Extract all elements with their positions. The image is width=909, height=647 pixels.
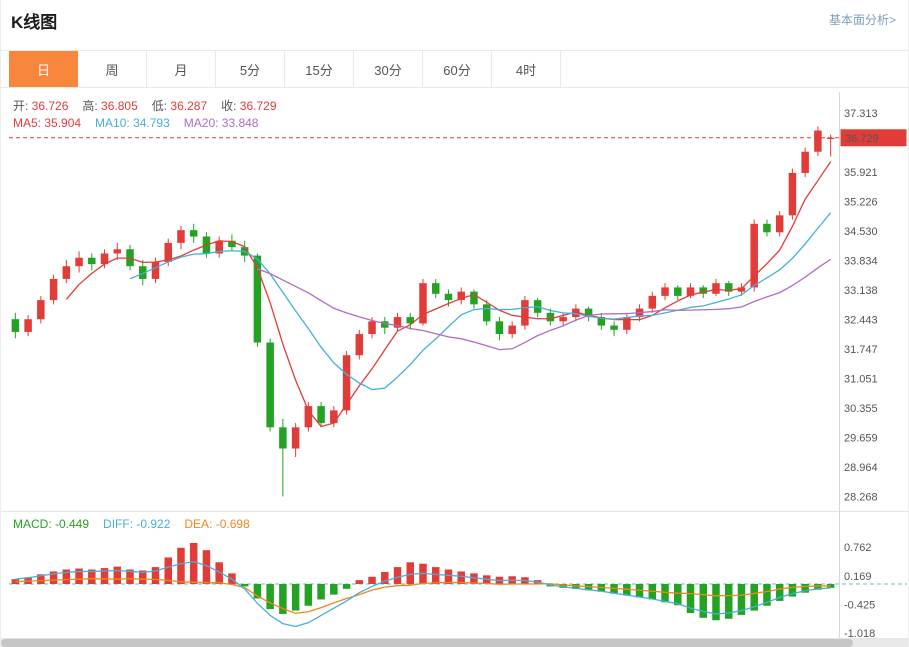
svg-text:36.729: 36.729: [845, 133, 879, 145]
svg-text:0.169: 0.169: [844, 571, 872, 583]
macd-histogram: [11, 542, 835, 621]
tab-month[interactable]: 月: [147, 51, 216, 87]
ma-lines: [65, 161, 832, 428]
tab-4h[interactable]: 4时: [492, 51, 561, 87]
svg-text:29.659: 29.659: [844, 433, 878, 445]
tab-30m[interactable]: 30分: [354, 51, 423, 87]
ma-ma10: MA10: 34.793: [95, 116, 170, 130]
fundamental-analysis-link[interactable]: 基本面分析>: [828, 13, 896, 27]
page-title: K线图: [11, 13, 58, 32]
svg-text:37.313: 37.313: [844, 108, 878, 120]
svg-text:32.443: 32.443: [844, 315, 878, 327]
ohlc-low: 低: 36.287: [151, 99, 208, 113]
macd-lines: [15, 561, 831, 628]
svg-text:33.834: 33.834: [844, 256, 878, 268]
tab-60m[interactable]: 60分: [423, 51, 492, 87]
macd-dea: DEA: -0.698: [184, 517, 250, 531]
chart-scrollbar[interactable]: [1, 639, 908, 647]
ohlc-open: 开: 36.726: [13, 99, 69, 113]
tab-15m[interactable]: 15分: [285, 51, 354, 87]
svg-text:35.226: 35.226: [844, 197, 878, 209]
macd-diff: DIFF: -0.922: [103, 517, 171, 531]
macd-legend: MACD: -0.449 DIFF: -0.922 DEA: -0.698: [13, 517, 264, 531]
chart-frame: [1, 92, 908, 639]
svg-text:30.355: 30.355: [844, 403, 878, 415]
last-price-tag: 36.729: [840, 129, 907, 147]
ohlc-legend: 开: 36.726 高: 36.805 低: 36.287 收: 36.729: [13, 97, 291, 114]
tab-week[interactable]: 周: [78, 51, 147, 87]
svg-text:28.964: 28.964: [844, 462, 878, 474]
chart-scrollbar-thumb[interactable]: [1, 639, 853, 647]
ma-legend: MA5: 35.904 MA10: 34.793 MA20: 33.848: [13, 116, 272, 130]
tab-day[interactable]: 日: [9, 51, 78, 87]
svg-text:28.268: 28.268: [844, 492, 878, 504]
tab-5m[interactable]: 5分: [216, 51, 285, 87]
ohlc-high: 高: 36.805: [82, 99, 138, 113]
svg-text:-0.425: -0.425: [844, 600, 875, 612]
ma-ma20: MA20: 33.848: [183, 116, 259, 130]
macd-macd: MACD: -0.449: [13, 517, 90, 531]
svg-text:34.530: 34.530: [844, 226, 878, 238]
page-header: K线图 基本面分析>: [1, 0, 908, 50]
price-axis-labels: 37.313 35.921 35.226 34.530 33.834 33.138 32.4…: [844, 108, 878, 504]
ma-ma5: MA5: 35.904: [13, 116, 82, 130]
svg-text:0.762: 0.762: [844, 542, 872, 554]
macd-axis-labels: 0.762 0.169 -0.425 -1.018: [844, 542, 875, 640]
svg-text:-1.018: -1.018: [844, 628, 875, 640]
ohlc-close: 收: 36.729: [221, 99, 277, 113]
candlestick-series: [11, 126, 835, 497]
svg-text:35.921: 35.921: [844, 167, 878, 179]
svg-text:31.747: 31.747: [844, 344, 878, 356]
period-tabs: 日周月 5分 15分 30分 60分 4时: [1, 50, 908, 88]
svg-text:31.051: 31.051: [844, 374, 878, 386]
svg-text:33.138: 33.138: [844, 285, 878, 297]
